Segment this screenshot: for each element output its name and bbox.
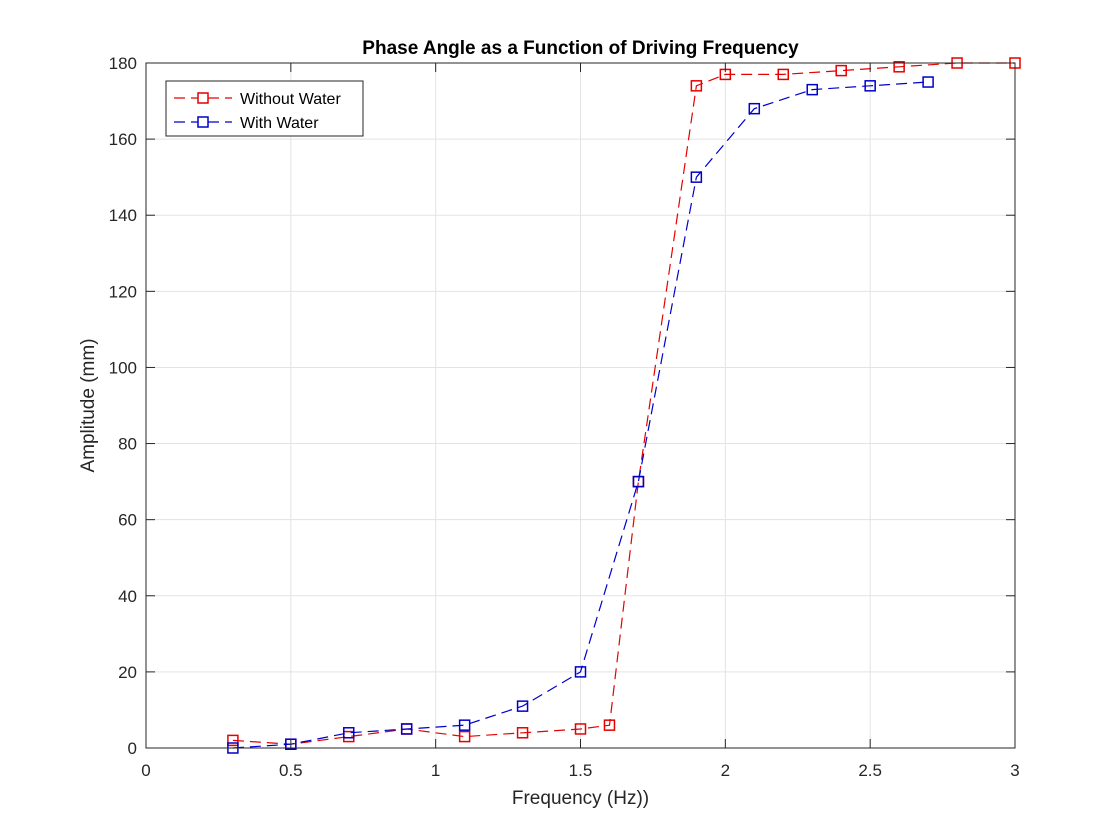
legend: Without Water With Water <box>165 80 364 137</box>
data-point-marker <box>516 727 529 739</box>
data-point-marker <box>835 64 847 77</box>
y-tick-label: 0 <box>128 739 137 758</box>
series-2 <box>227 76 934 754</box>
y-tick-label: 180 <box>109 54 137 73</box>
data-point-marker <box>458 719 471 731</box>
y-tick-label: 120 <box>109 282 137 301</box>
legend-marker <box>197 116 209 128</box>
data-point-marker <box>516 700 529 712</box>
data-point-marker <box>777 68 790 81</box>
axis-ticks: 0 0.5 1 1.5 2 2.5 3 0 20 40 60 80 100 120 140 160 180 <box>109 54 1020 780</box>
y-tick-label: 20 <box>118 663 137 682</box>
y-tick-label: 140 <box>109 206 137 225</box>
x-tick-label: 1.5 <box>569 761 593 780</box>
data-point-marker <box>343 727 355 739</box>
series-line <box>232 81 929 749</box>
y-axis-label: Amplitude (mm) <box>78 338 99 472</box>
x-tick-label: 3 <box>1010 761 1019 780</box>
y-tick-label: 40 <box>118 587 137 606</box>
x-tick-label: 2.5 <box>858 761 882 780</box>
data-point-marker <box>227 734 239 747</box>
y-tick-label: 80 <box>118 435 137 454</box>
legend-marker <box>197 92 209 104</box>
data-point-marker <box>574 666 587 678</box>
data-point-marker <box>806 83 818 96</box>
data-point-marker <box>893 61 905 73</box>
data-point-marker <box>632 475 645 488</box>
data-point-marker <box>690 80 703 92</box>
y-tick-label: 60 <box>118 511 137 530</box>
legend-label: Without Water <box>240 91 341 108</box>
y-tick-label: 160 <box>109 130 137 149</box>
legend-label: With Water <box>240 115 319 132</box>
y-tick-label: 100 <box>109 358 137 377</box>
x-tick-label: 0 <box>141 761 150 780</box>
chart-title: Phase Angle as a Function of Driving Fre… <box>362 38 799 59</box>
data-point-marker <box>922 76 934 88</box>
x-tick-label: 2 <box>721 761 730 780</box>
data-point-marker <box>748 102 761 115</box>
data-point-marker <box>603 719 616 731</box>
data-point-marker <box>400 723 413 735</box>
data-point-marker <box>864 80 876 92</box>
x-tick-label: 0.5 <box>279 761 303 780</box>
x-axis-label: Frequency (Hz)) <box>512 788 649 809</box>
data-point-marker <box>690 171 703 183</box>
x-tick-label: 1 <box>431 761 440 780</box>
data-point-marker <box>574 723 587 735</box>
data-point-marker <box>458 730 471 743</box>
